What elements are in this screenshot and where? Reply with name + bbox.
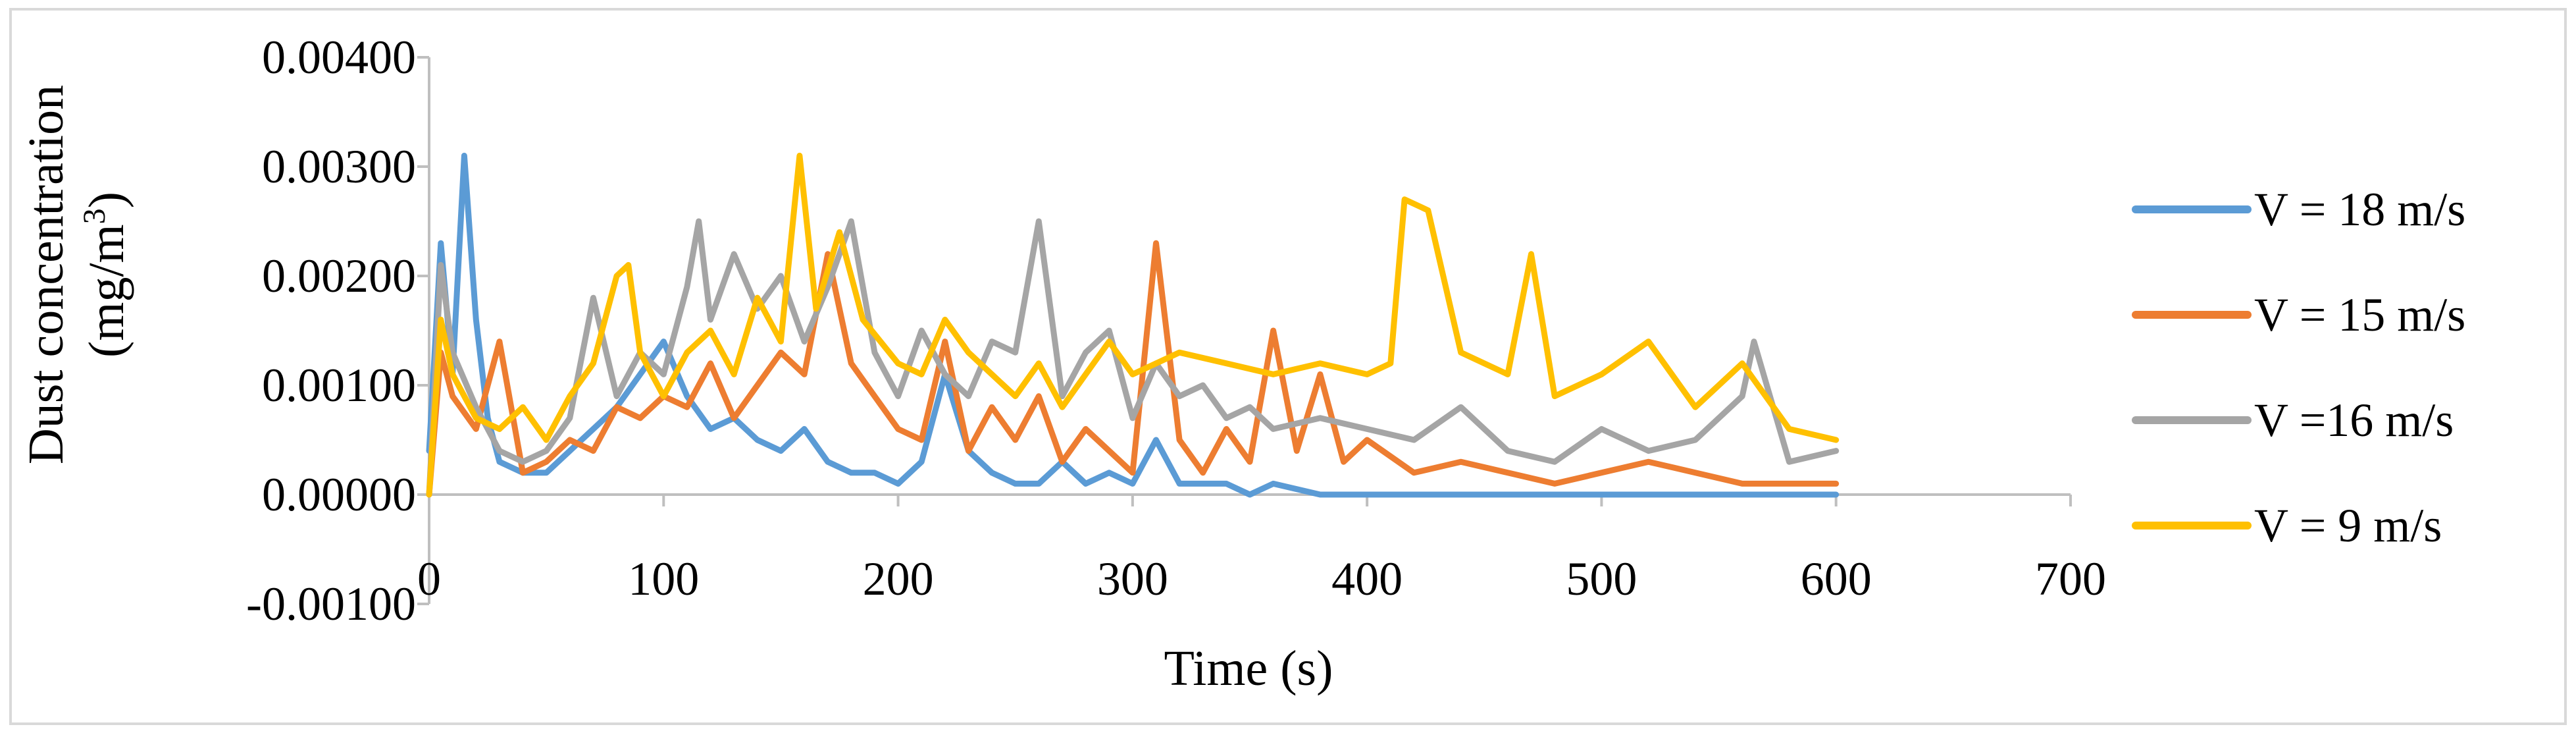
legend: V = 18 m/s V = 15 m/s V =16 m/s V = 9 m/s bbox=[2132, 183, 2465, 552]
axes-layer: -0.00100 0.00000 0.00100 0.00200 0.00300 0.00… bbox=[246, 31, 2106, 630]
y-tick-label: 0.00200 bbox=[262, 250, 416, 302]
y-tick-label: -0.00100 bbox=[246, 578, 416, 630]
series-line-1 bbox=[426, 152, 1840, 498]
y-tick-label: 0.00300 bbox=[262, 140, 416, 193]
y-axis-title-unit-prefix: (mg/m bbox=[79, 224, 134, 358]
x-tick-label: 300 bbox=[1097, 553, 1168, 605]
y-axis-title-unit-superscript: 3 bbox=[77, 208, 112, 224]
series-line-4 bbox=[426, 152, 1840, 498]
y-axis-title-line1: Dust concentration bbox=[18, 85, 74, 464]
legend-label-2: V = 15 m/s bbox=[2254, 288, 2465, 341]
y-axis-title: Dust concentration (mg/m3) bbox=[18, 85, 134, 464]
legend-label-4: V = 9 m/s bbox=[2254, 499, 2442, 552]
legend-label-1: V = 18 m/s bbox=[2254, 183, 2465, 236]
x-tick-label: 400 bbox=[1331, 553, 1403, 605]
series-line-3 bbox=[426, 218, 1840, 498]
series-layer bbox=[426, 152, 1840, 498]
chart-area-border bbox=[9, 8, 2567, 725]
x-tick-label: 500 bbox=[1566, 553, 1637, 605]
x-tick-label: 0 bbox=[417, 553, 441, 605]
legend-label-3: V =16 m/s bbox=[2254, 394, 2454, 447]
x-axis-title: Time (s) bbox=[1164, 641, 1333, 696]
y-axis-title-unit-suffix: ) bbox=[79, 192, 134, 208]
x-tick-label: 700 bbox=[2035, 553, 2106, 605]
x-tick-label: 200 bbox=[863, 553, 934, 605]
y-tick-label: 0.00000 bbox=[262, 468, 416, 521]
y-tick-label: 0.00100 bbox=[262, 359, 416, 412]
x-tick-label: 600 bbox=[1801, 553, 1872, 605]
x-tick-label: 100 bbox=[628, 553, 699, 605]
y-tick-label: 0.00400 bbox=[262, 31, 416, 84]
series-line-2 bbox=[426, 240, 1840, 498]
y-axis-title-line2: (mg/m3) bbox=[77, 192, 134, 358]
